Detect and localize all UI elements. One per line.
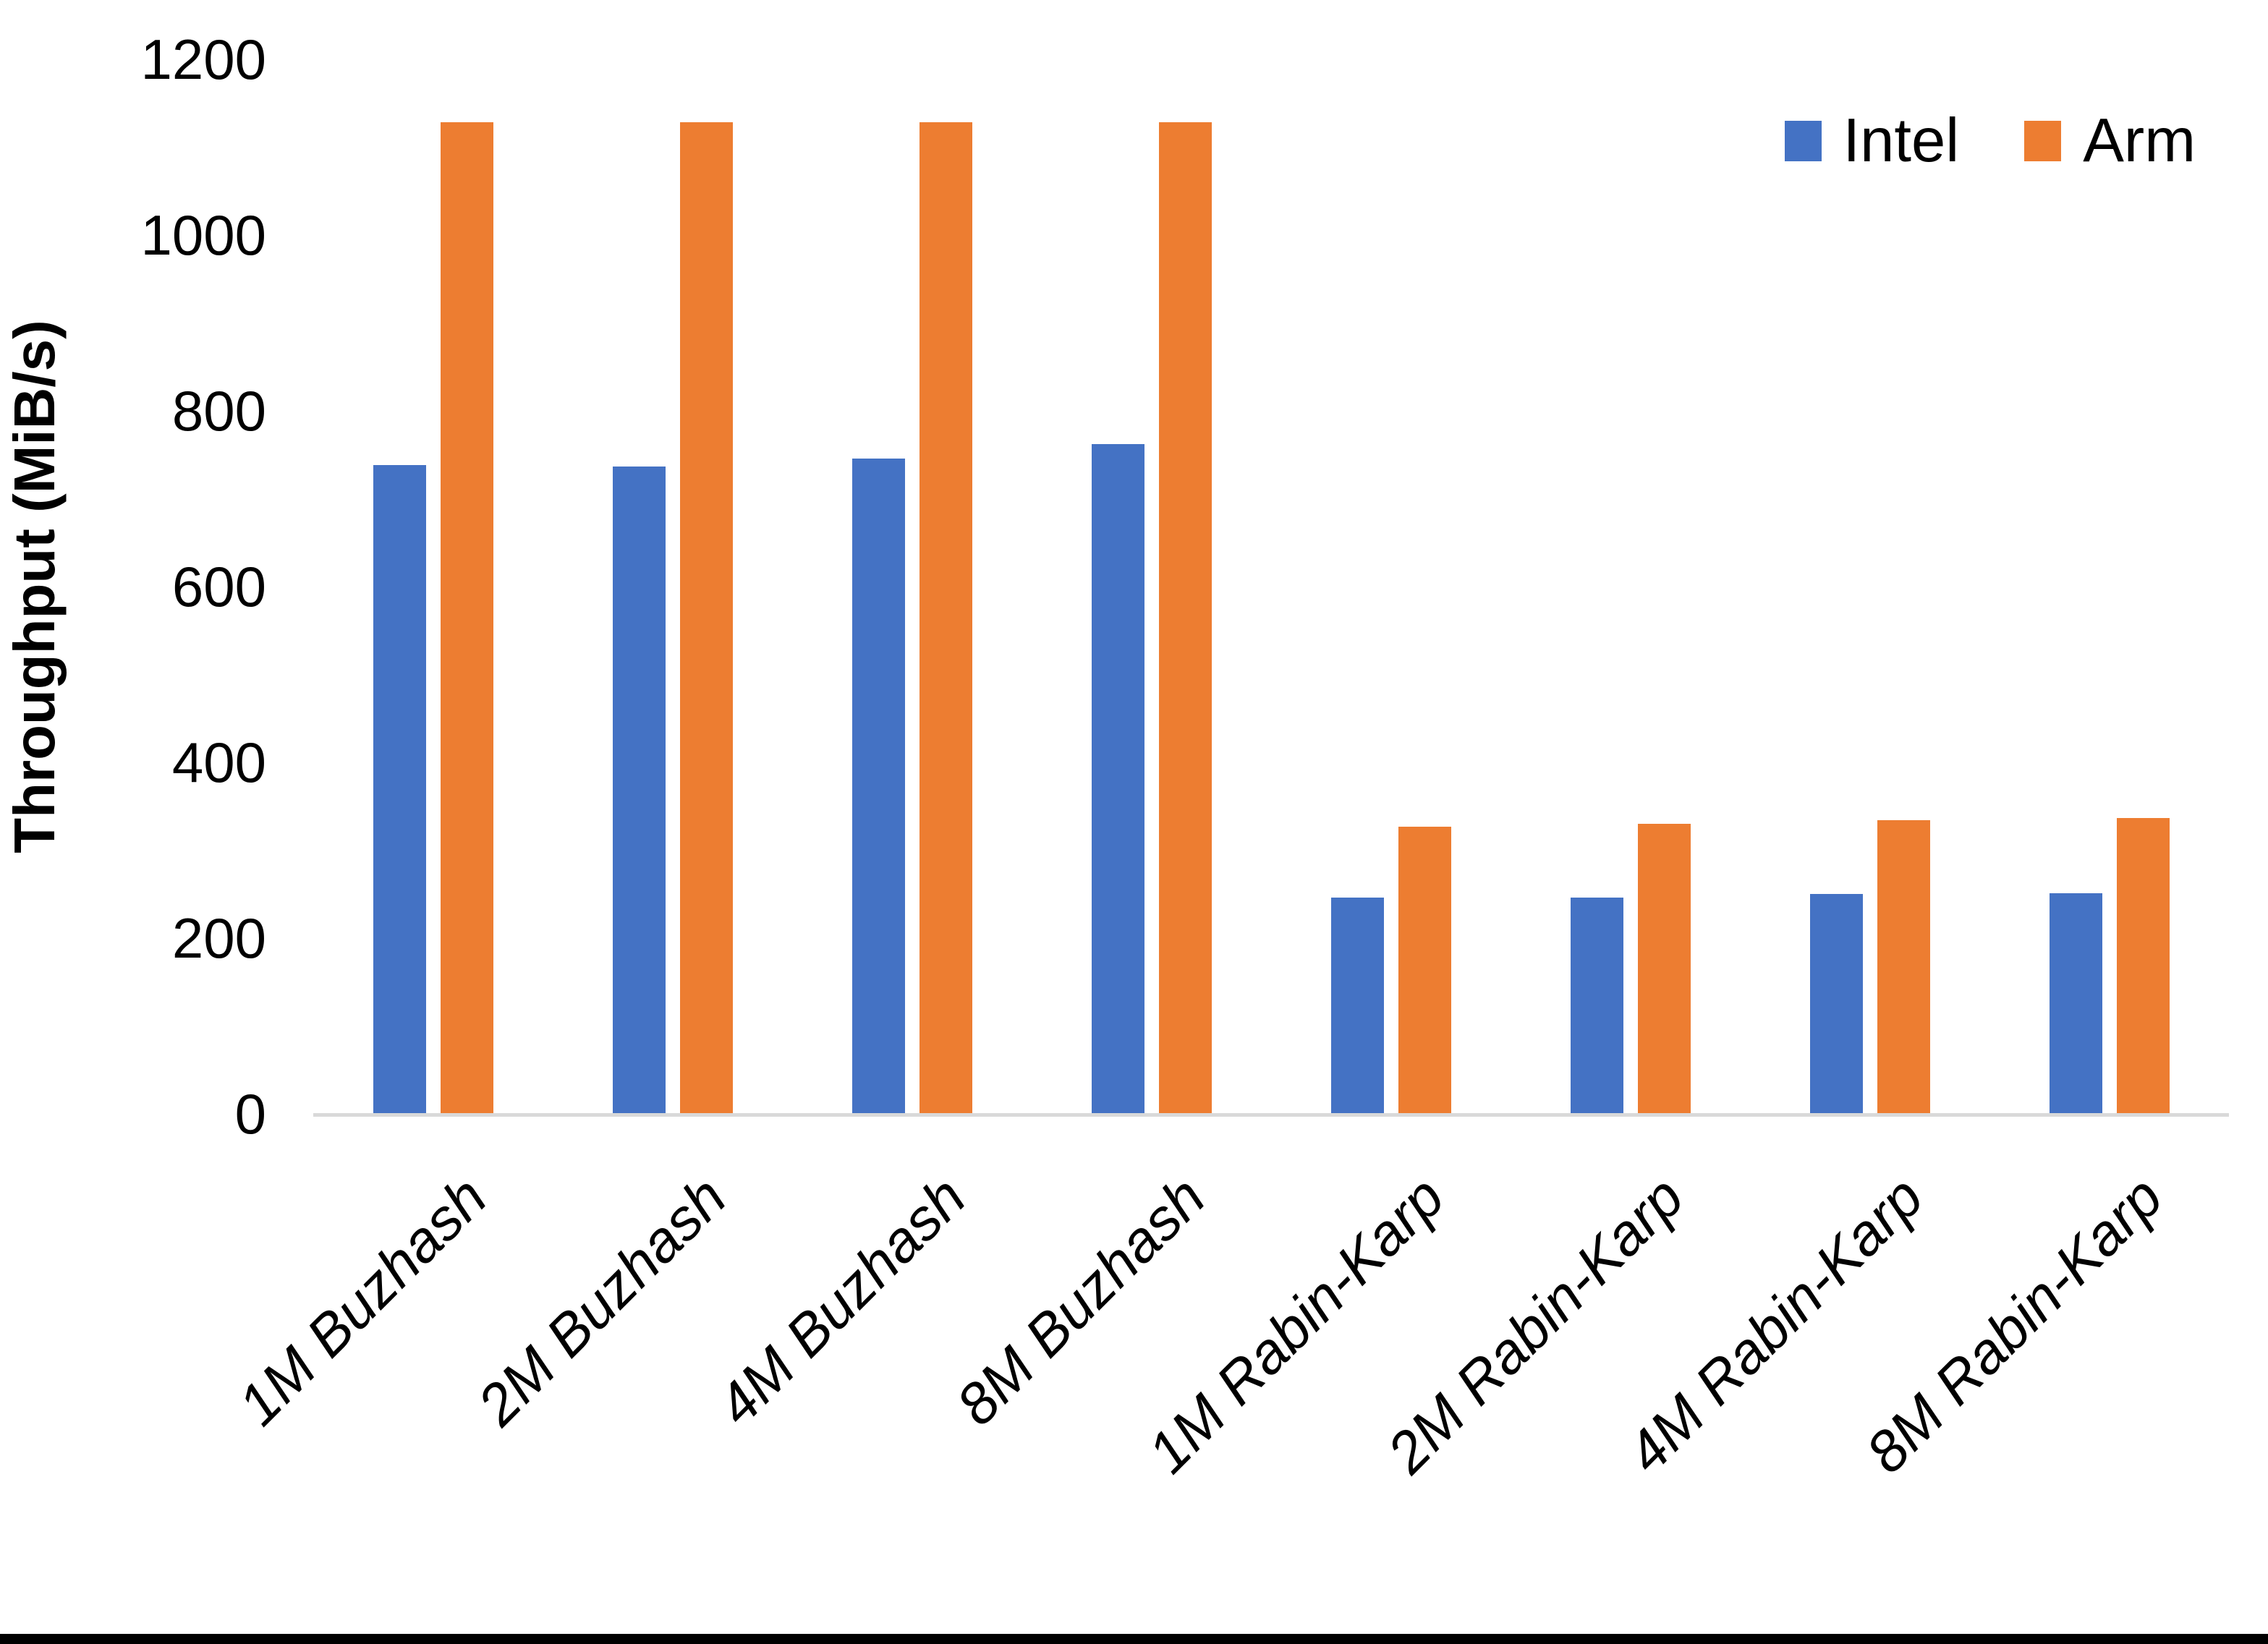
bar-arm-4m-rabin-karp: [1877, 820, 1930, 1114]
y-tick-label: 400: [171, 731, 266, 794]
x-axis-line: [313, 1113, 2229, 1117]
bar-intel-2m-rabin-karp: [1570, 898, 1623, 1114]
bar-arm-1m-buzhash: [440, 122, 493, 1114]
bar-arm-8m-rabin-karp: [2116, 817, 2170, 1114]
bar-group: [1750, 59, 1989, 1114]
bottom-border: [0, 1634, 2268, 1644]
bar-intel-8m-buzhash: [1091, 444, 1144, 1114]
arm-legend-swatch: [2024, 121, 2062, 161]
bar-intel-1m-buzhash: [373, 465, 426, 1114]
bar-intel-4m-buzhash: [851, 458, 905, 1114]
bar-intel-1m-rabin-karp: [1330, 898, 1384, 1114]
bar-intel-4m-rabin-karp: [1809, 894, 1863, 1114]
bar-arm-2m-buzhash: [679, 122, 733, 1114]
y-tick-label: 200: [171, 906, 266, 970]
bar-group: [553, 59, 792, 1114]
bar-intel-2m-buzhash: [612, 466, 666, 1114]
bar-arm-4m-buzhash: [919, 122, 972, 1114]
bar-group: [1271, 59, 1511, 1114]
y-tick-label: 0: [234, 1082, 266, 1146]
bar-intel-8m-rabin-karp: [2049, 893, 2102, 1114]
intel-legend-label: Intel: [1843, 106, 1960, 175]
y-tick-label: 1200: [140, 27, 266, 91]
x-tick-label: 2M Buzhash: [464, 1164, 739, 1438]
arm-legend-label: Arm: [2083, 106, 2196, 175]
y-tick-label: 600: [171, 555, 266, 618]
y-tick-label: 1000: [140, 203, 266, 267]
intel-legend-swatch: [1784, 121, 1822, 161]
bar-group: [792, 59, 1032, 1114]
bar-arm-8m-buzhash: [1158, 122, 1212, 1114]
x-tick-label: 8M Buzhash: [943, 1164, 1218, 1438]
bar-arm-1m-rabin-karp: [1398, 826, 1451, 1114]
legend-item-arm: Arm: [2024, 108, 2196, 174]
bar-series-container: [313, 59, 2229, 1114]
x-tick-label: 1M Buzhash: [225, 1164, 499, 1438]
bar-group: [313, 59, 553, 1114]
bar-group: [1511, 59, 1750, 1114]
plot-area: [313, 59, 2229, 1117]
legend-item-intel: Intel: [1784, 106, 1960, 175]
legend: Intel Arm: [1784, 106, 2196, 175]
x-tick-label: 4M Buzhash: [704, 1164, 978, 1438]
y-tick-label: 800: [171, 379, 266, 443]
bar-group: [1032, 59, 1271, 1114]
bar-group: [1989, 59, 2229, 1114]
bar-arm-2m-rabin-karp: [1637, 824, 1691, 1114]
